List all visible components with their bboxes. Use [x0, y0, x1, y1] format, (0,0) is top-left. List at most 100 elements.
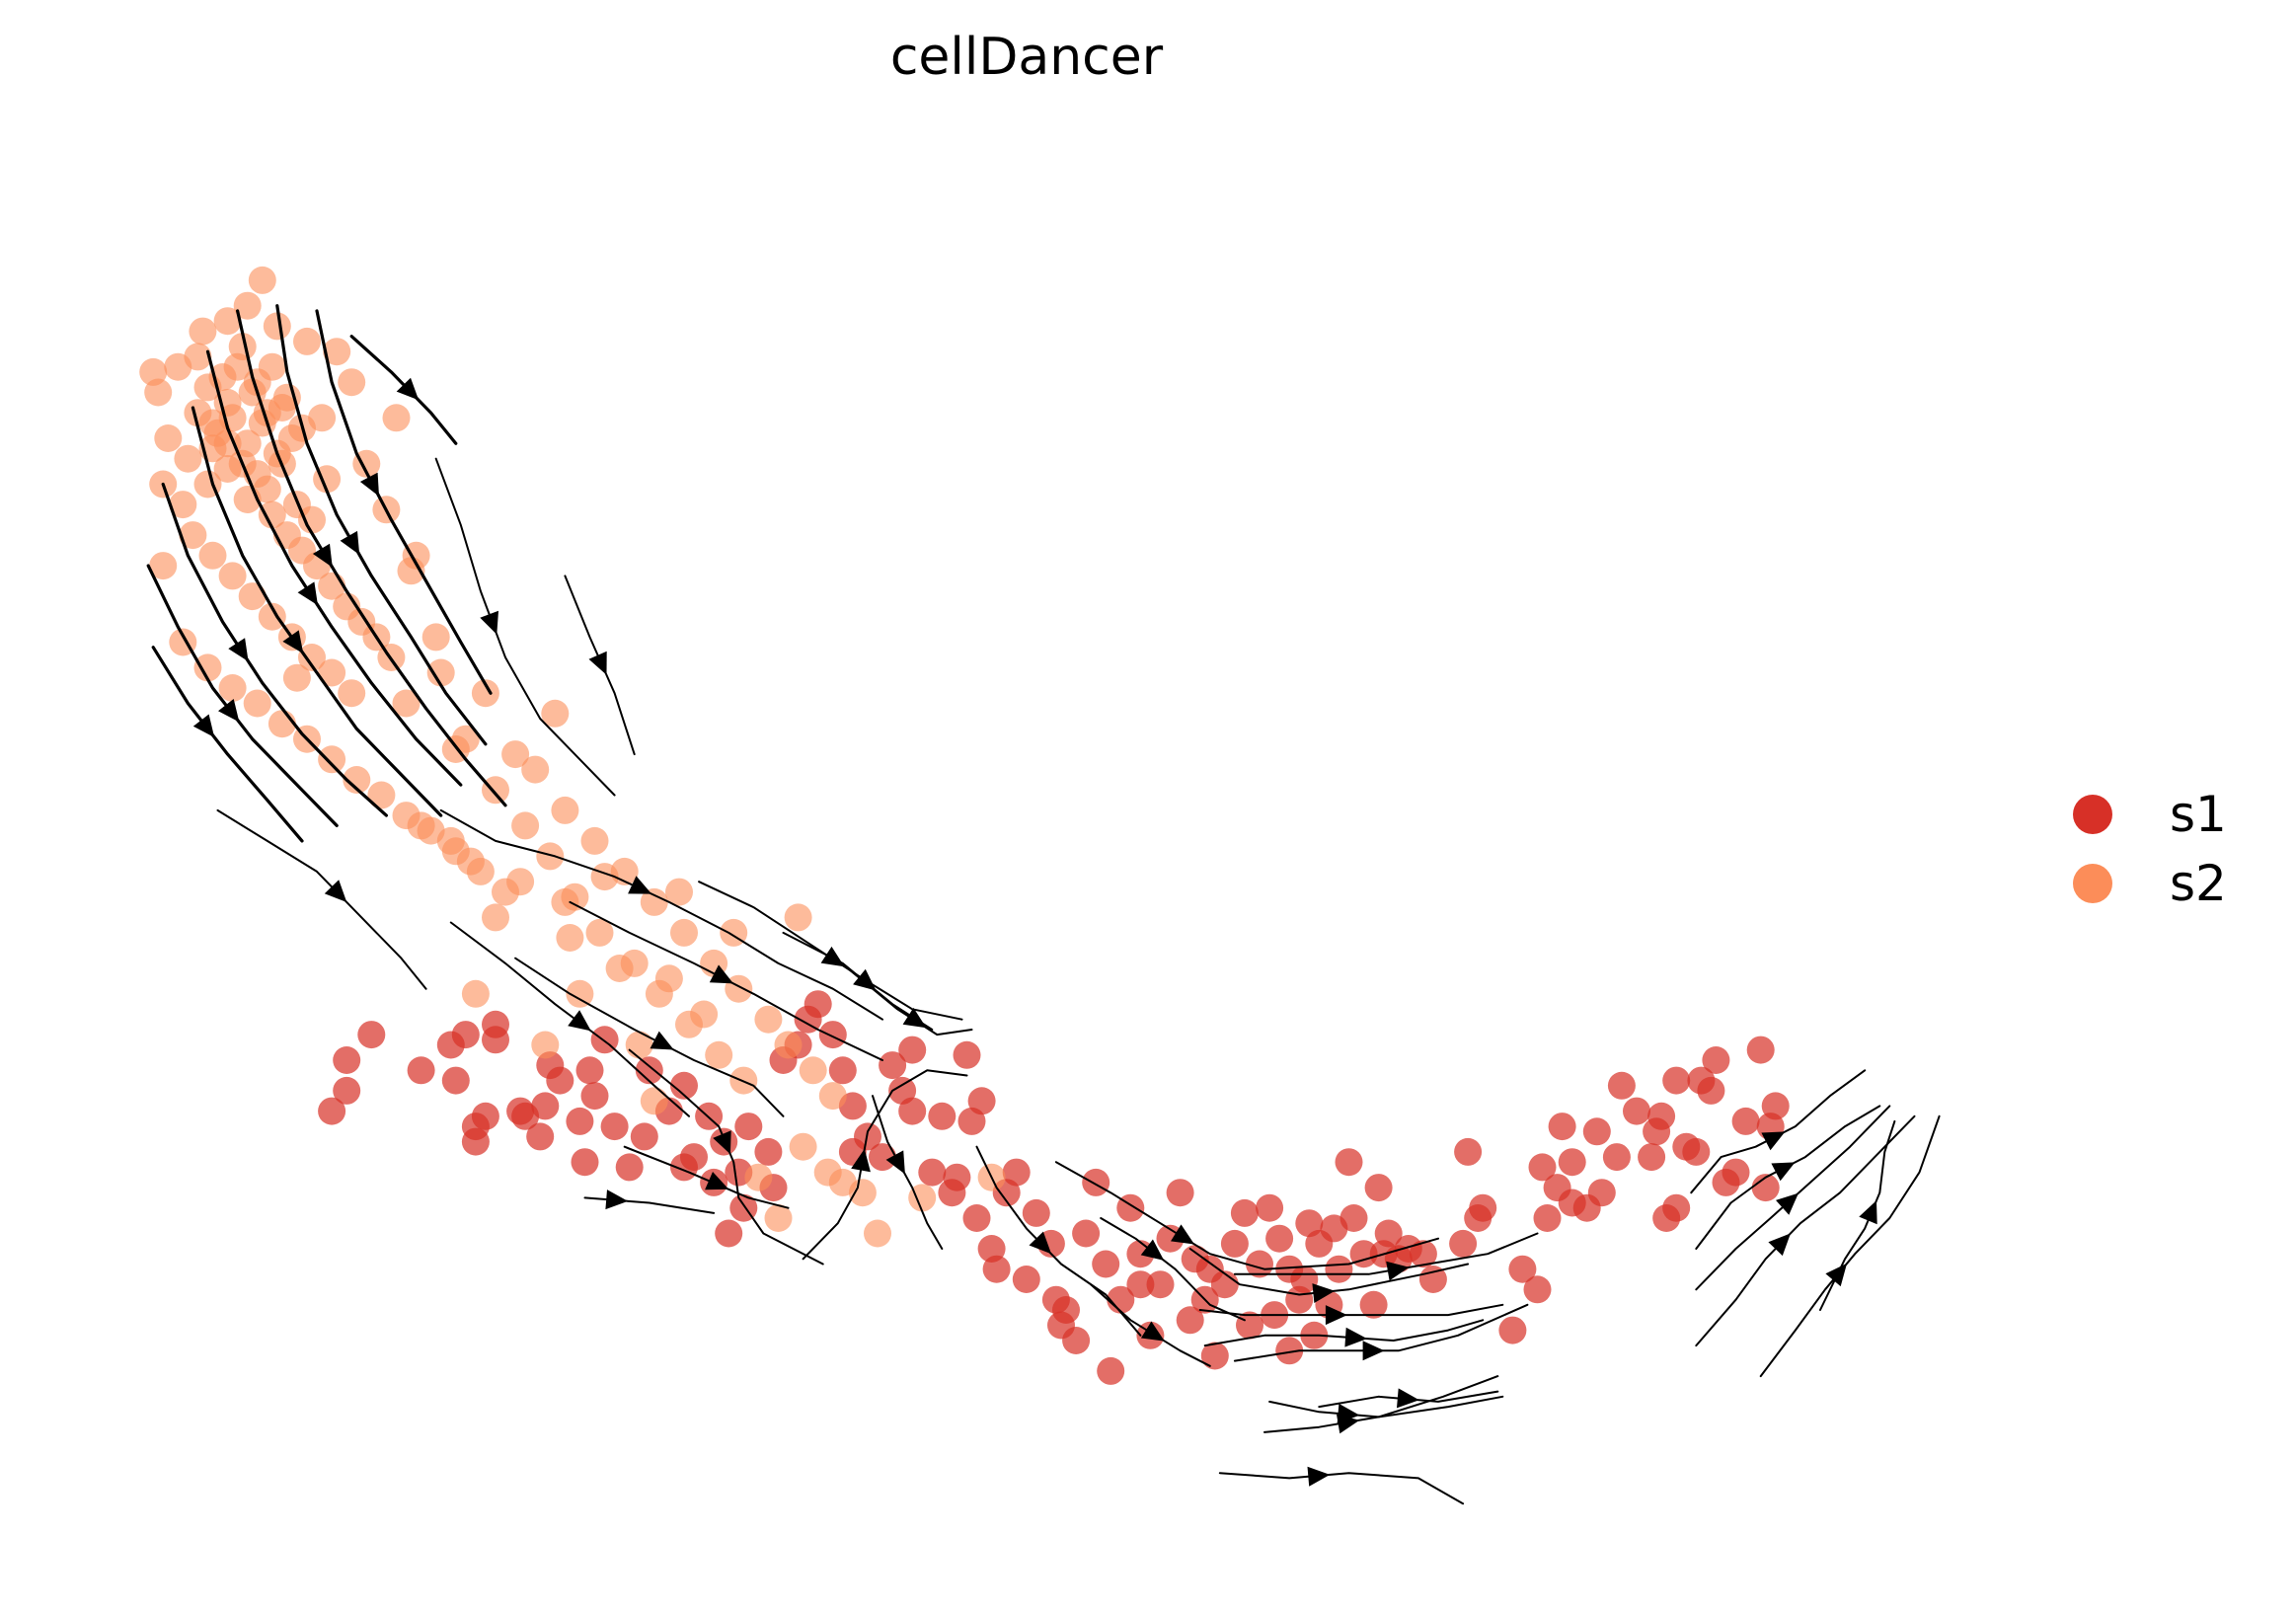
point-s1-46: [828, 1056, 857, 1085]
point-s2-97: [774, 1031, 803, 1059]
streamline-2: [161, 482, 388, 817]
point-s1-135: [1702, 1046, 1730, 1074]
streamline-arrow-24: [1029, 1231, 1052, 1255]
point-s2-105: [451, 725, 480, 753]
point-s2-136: [382, 404, 411, 432]
streamline-35: [1218, 1472, 1465, 1505]
point-s2-123: [461, 979, 490, 1008]
point-s2-96: [754, 1005, 783, 1034]
point-s2-92: [640, 887, 668, 916]
legend-marker-s1: [2073, 795, 2112, 834]
point-s2-124: [531, 1031, 560, 1059]
point-s1-6: [441, 1066, 470, 1095]
streamline-arrow-9: [480, 610, 498, 635]
streamline-arrow-25: [1171, 1224, 1194, 1245]
point-s2-121: [908, 1184, 937, 1212]
point-s1-103: [1335, 1148, 1363, 1177]
point-s2-144: [541, 699, 570, 728]
point-s2-137: [139, 357, 168, 386]
streamline-arrow-39: [1776, 1192, 1799, 1215]
point-s1-91: [1256, 1193, 1284, 1222]
point-s1-15: [526, 1122, 555, 1151]
point-s1-118: [1498, 1316, 1527, 1344]
point-s1-75: [1107, 1285, 1135, 1314]
point-s1-112: [1418, 1266, 1447, 1293]
streamline-arrow-15: [709, 964, 733, 984]
point-s1-127: [1607, 1071, 1636, 1100]
streamline-arrow-4: [297, 581, 318, 606]
point-s1-3: [318, 1097, 346, 1125]
point-s2-90: [580, 826, 609, 855]
point-s1-136: [1682, 1137, 1711, 1166]
point-s1-58: [962, 1204, 991, 1232]
point-s2-112: [605, 955, 634, 982]
streamline-arrow-27: [1140, 1321, 1165, 1342]
point-s1-2: [333, 1076, 361, 1105]
point-s1-90: [1246, 1250, 1273, 1278]
streamline-arrow-26: [1140, 1239, 1165, 1261]
point-s1-113: [1454, 1137, 1483, 1166]
point-s1-72: [1082, 1168, 1110, 1196]
point-s2-47: [198, 541, 227, 570]
point-s1-151: [1295, 1209, 1324, 1238]
point-s2-98: [799, 1056, 827, 1085]
point-s1-152: [1195, 1255, 1224, 1283]
streamline-34: [1263, 1375, 1499, 1433]
point-s1-142: [1662, 1066, 1691, 1095]
point-s1-50: [879, 1051, 907, 1080]
point-s2-139: [308, 404, 337, 432]
point-s2-70: [233, 291, 262, 320]
point-s1-125: [1587, 1179, 1616, 1207]
streamline-arrow-0: [192, 714, 215, 737]
point-s1-61: [982, 1255, 1011, 1283]
point-s2-134: [784, 903, 812, 932]
streamline-12: [439, 808, 883, 1021]
streamline-arrow-31: [1386, 1261, 1410, 1281]
streamline-5: [236, 309, 507, 807]
point-s1-1: [357, 1021, 386, 1049]
streamline-arrow-7: [359, 472, 379, 497]
point-s2-46: [179, 521, 207, 550]
point-s2-116: [625, 1031, 653, 1059]
streamline-arrow-36: [1397, 1388, 1419, 1409]
point-s1-69: [1052, 1296, 1080, 1324]
streamline-arrow-10: [588, 651, 607, 675]
point-s1-106: [1359, 1290, 1388, 1319]
point-s2-102: [149, 552, 178, 580]
point-s2-50: [258, 602, 286, 631]
point-s2-61: [318, 745, 346, 774]
point-s2-113: [654, 964, 683, 993]
point-s2-128: [828, 1168, 857, 1196]
point-s1-144: [1558, 1189, 1586, 1217]
point-s2-135: [338, 368, 366, 397]
point-s1-119: [1523, 1275, 1552, 1304]
point-s2-126: [744, 1163, 773, 1191]
streamline-41: [1759, 1114, 1941, 1378]
streamline-arrow-22: [851, 1148, 871, 1173]
point-s2-129: [864, 1219, 891, 1248]
streamline-22: [802, 1069, 968, 1261]
streamline-arrow-20: [705, 1172, 729, 1190]
point-s2-78: [482, 776, 509, 805]
point-s1-65: [1022, 1198, 1050, 1227]
point-s1-82: [1176, 1306, 1204, 1335]
streamline-arrow-29: [1325, 1305, 1347, 1326]
point-s1-44: [804, 990, 832, 1019]
point-s2-71: [293, 327, 321, 355]
point-s2-80: [536, 842, 565, 871]
point-s1-85: [1200, 1342, 1229, 1370]
streamline-11: [216, 808, 427, 990]
streamline-arrow-2: [228, 638, 249, 662]
point-s1-74: [1097, 1356, 1125, 1385]
point-s1-53: [918, 1158, 947, 1187]
point-s1-149: [1751, 1174, 1780, 1202]
point-s1-26: [630, 1122, 658, 1151]
streamline-arrow-30: [1344, 1327, 1367, 1347]
point-s1-121: [1548, 1113, 1576, 1141]
streamline-arrow-18: [902, 1007, 927, 1029]
streamline-0: [151, 646, 304, 843]
streamline-arrow-40: [1768, 1233, 1791, 1257]
legend-label-s1: s1: [2170, 786, 2227, 843]
point-s1-63: [1002, 1158, 1031, 1187]
